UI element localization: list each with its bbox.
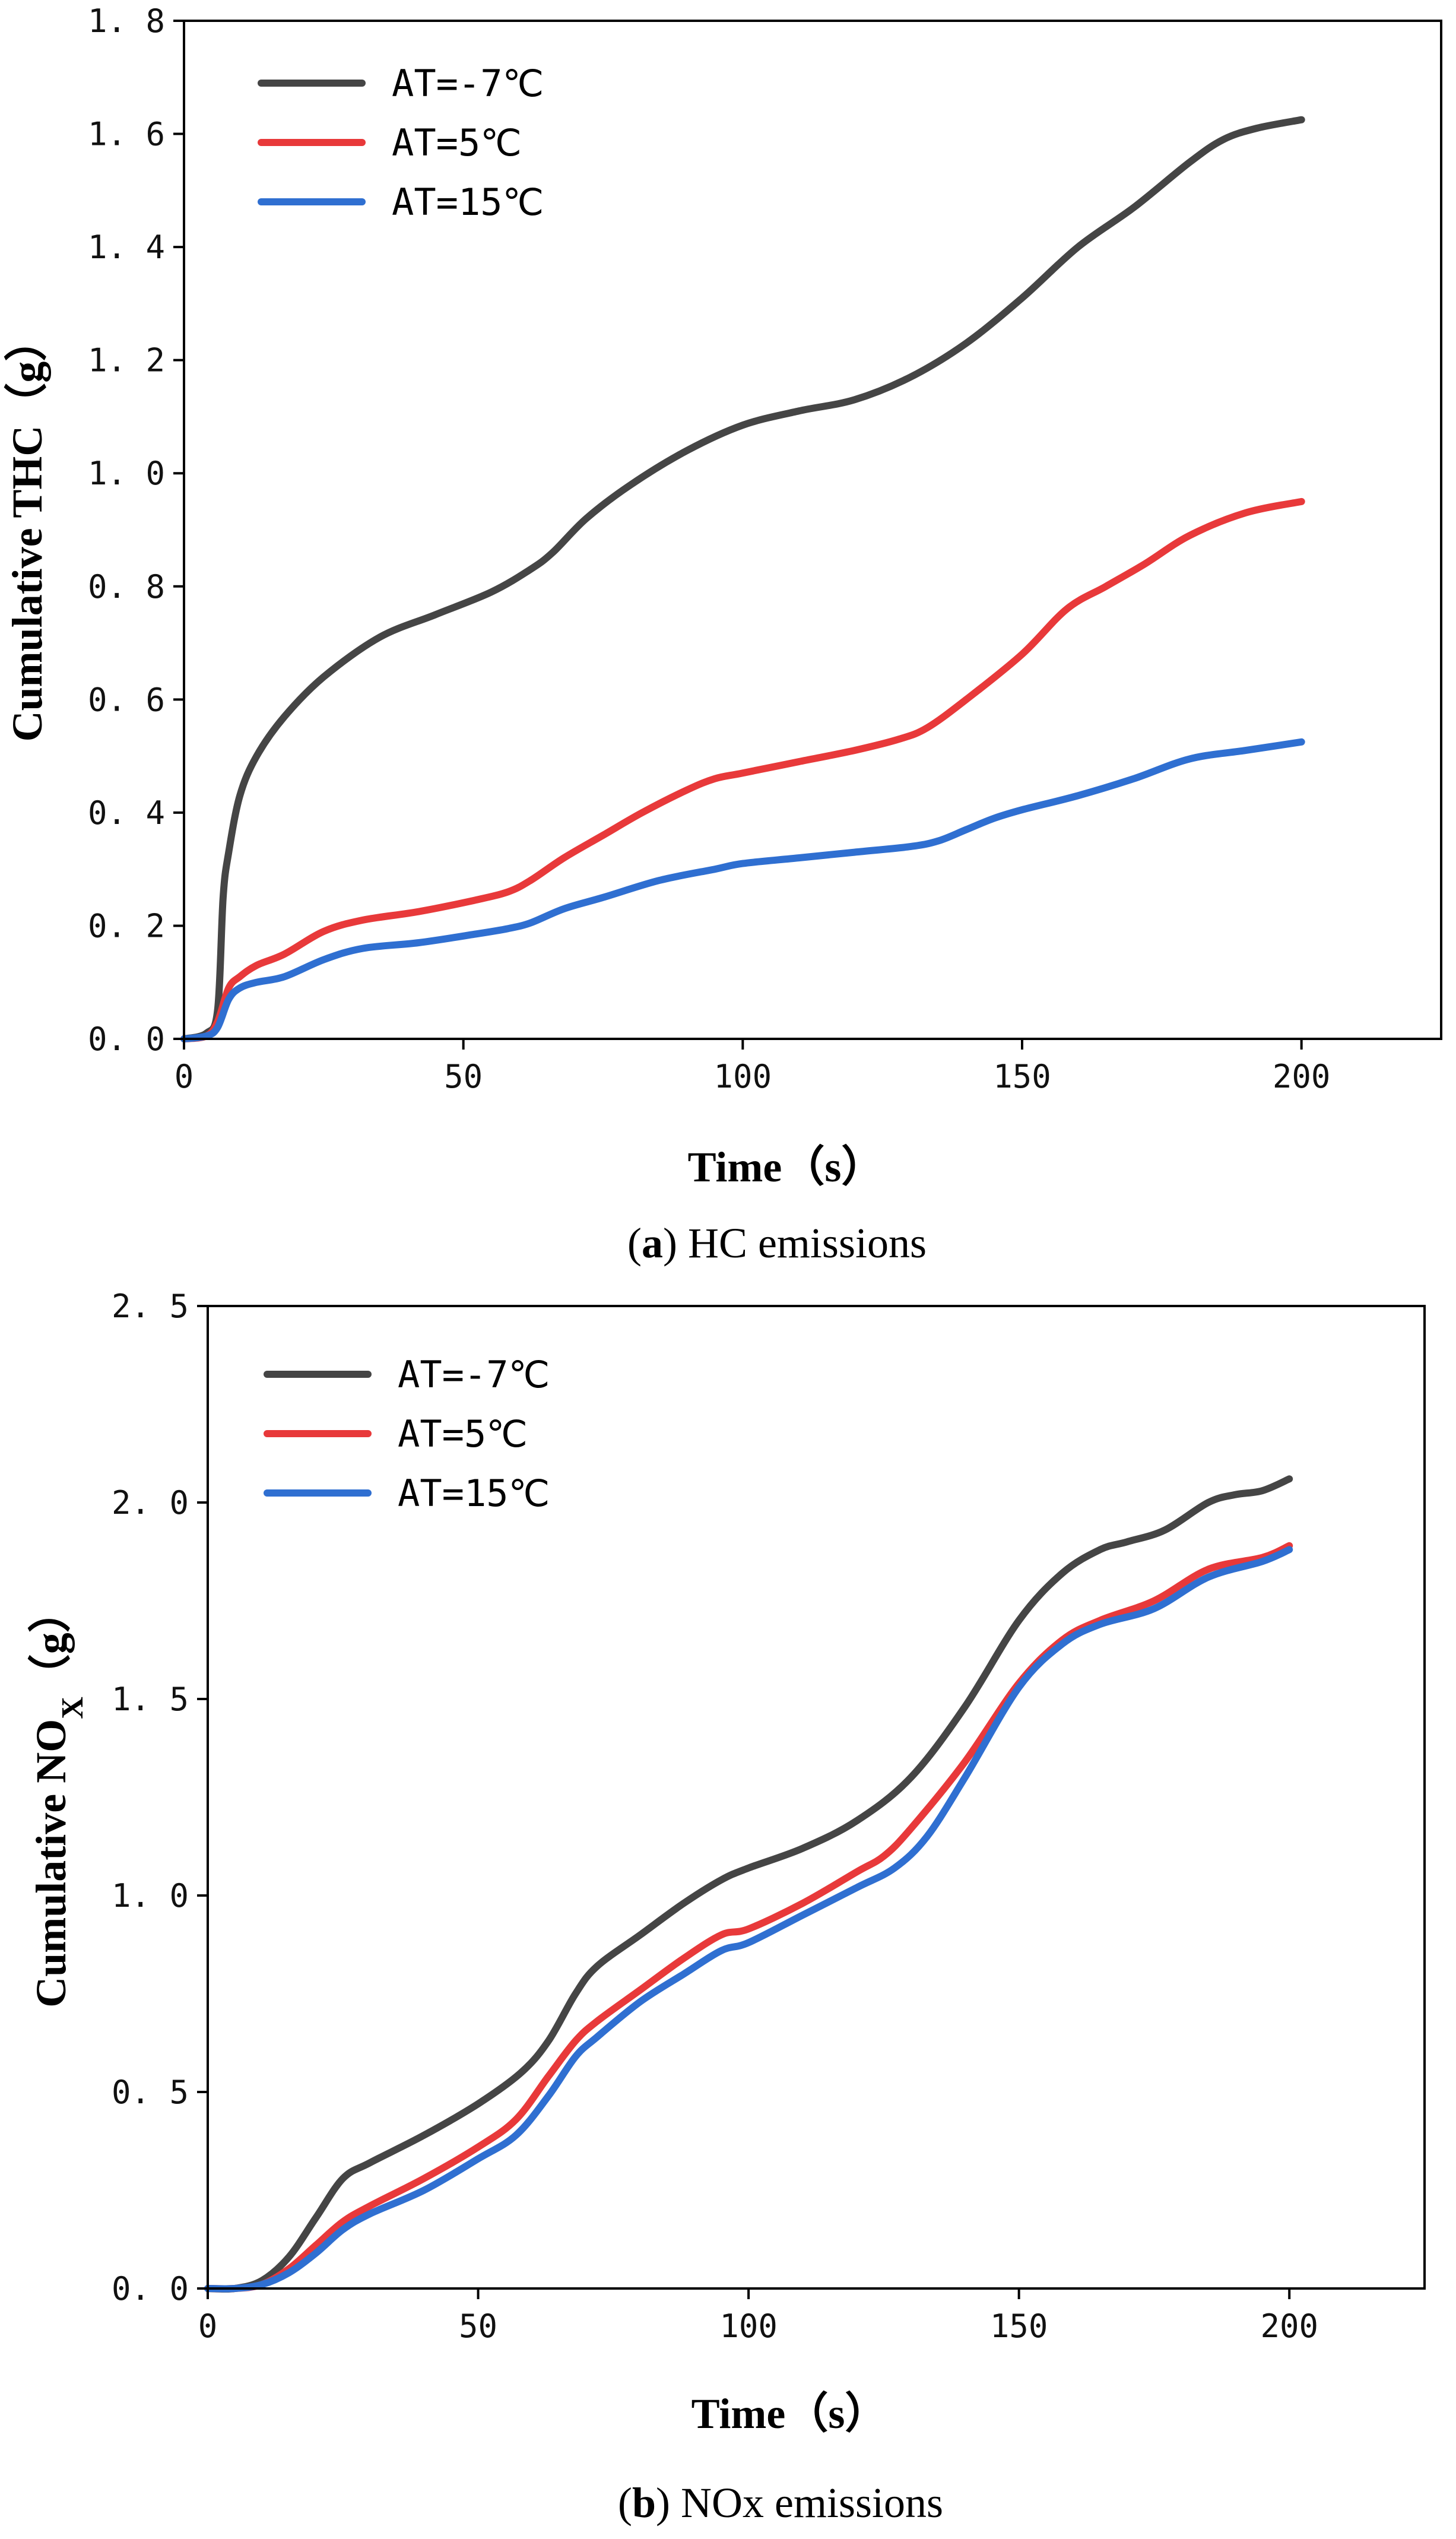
x-tick-label-b-4: 200 bbox=[1260, 2307, 1318, 2345]
y-tick-label-b-1: 0. 5 bbox=[112, 2074, 189, 2111]
y-tick-label-a-4: 0. 8 bbox=[88, 568, 165, 606]
x-tick-label-b-1: 50 bbox=[459, 2307, 497, 2345]
y-tick-label-a-8: 1. 6 bbox=[88, 116, 165, 153]
legend-label-b-1: AT=5℃ bbox=[398, 1412, 528, 1456]
legend-a: AT=-7℃ AT=5℃ AT=15℃ bbox=[258, 62, 544, 224]
x-axis-label-a: Time（s） bbox=[688, 1143, 884, 1191]
legend-b: AT=-7℃ AT=5℃ AT=15℃ bbox=[264, 1353, 550, 1515]
y-tick-label-a-9: 1. 8 bbox=[88, 2, 165, 40]
x-tick-label-a-4: 200 bbox=[1273, 1058, 1331, 1095]
series-line-b-1 bbox=[204, 1542, 1293, 2293]
x-tick-label-b-2: 100 bbox=[719, 2307, 778, 2345]
y-axis-label-b: Cumulative NOX（g） bbox=[27, 1590, 90, 2008]
series-line-a-1 bbox=[180, 497, 1305, 1042]
y-tick-label-b-0: 0. 0 bbox=[112, 2270, 189, 2307]
legend-label-b-0: AT=-7℃ bbox=[398, 1353, 550, 1396]
chart-panel-b: 0 50 100 150 200 0. 0 0. 5 1. 0 1. 5 2. 0 2. 5 Time… bbox=[27, 1288, 1426, 2527]
plot-frame-b bbox=[207, 1305, 1426, 2290]
legend-label-b-2: AT=15℃ bbox=[398, 1472, 550, 1515]
y-tick-label-b-4: 2. 0 bbox=[112, 1484, 189, 1522]
caption-a: (a) HC emissions bbox=[627, 1219, 927, 1267]
x-tick-label-a-1: 50 bbox=[444, 1058, 483, 1095]
series-line-b-2 bbox=[204, 1546, 1293, 2293]
series-line-a-2 bbox=[180, 738, 1305, 1042]
y-tick-label-a-1: 0. 2 bbox=[88, 907, 165, 944]
y-tick-label-a-0: 0. 0 bbox=[88, 1020, 165, 1058]
x-tick-label-b-3: 150 bbox=[990, 2307, 1048, 2345]
y-tick-label-b-2: 1. 0 bbox=[112, 1877, 189, 1914]
y-tick-label-b-5: 2. 5 bbox=[112, 1288, 189, 1325]
y-tick-label-a-3: 0. 6 bbox=[88, 681, 165, 718]
y-tick-label-a-7: 1. 4 bbox=[88, 229, 165, 266]
legend-label-a-2: AT=15℃ bbox=[392, 180, 544, 224]
plot-frame-a bbox=[183, 20, 1442, 1040]
x-axis-label-b: Time（s） bbox=[691, 2390, 888, 2437]
legend-label-a-1: AT=5℃ bbox=[392, 121, 522, 164]
chart-panel-a: 0 50 100 150 200 0. 0 0. 2 0. 4 0. 6 0. 8 1. 0 1. 2… bbox=[4, 2, 1442, 1267]
x-tick-label-a-0: 0 bbox=[175, 1058, 194, 1095]
legend-label-a-0: AT=-7℃ bbox=[392, 62, 544, 105]
y-tick-label-a-2: 0. 4 bbox=[88, 794, 165, 832]
x-tick-label-b-0: 0 bbox=[198, 2307, 218, 2345]
x-tick-label-a-2: 100 bbox=[714, 1058, 772, 1095]
x-tick-label-a-3: 150 bbox=[993, 1058, 1051, 1095]
series-line-b-0 bbox=[204, 1475, 1293, 2293]
caption-b: (b) NOx emissions bbox=[618, 2479, 943, 2527]
y-axis-label-a: Cumulative THC（g） bbox=[4, 319, 51, 742]
y-tick-label-b-3: 1. 5 bbox=[112, 1681, 189, 1718]
series-line-a-0 bbox=[180, 116, 1305, 1042]
y-tick-label-a-5: 1. 0 bbox=[88, 455, 165, 492]
y-tick-label-a-6: 1. 2 bbox=[88, 342, 165, 379]
